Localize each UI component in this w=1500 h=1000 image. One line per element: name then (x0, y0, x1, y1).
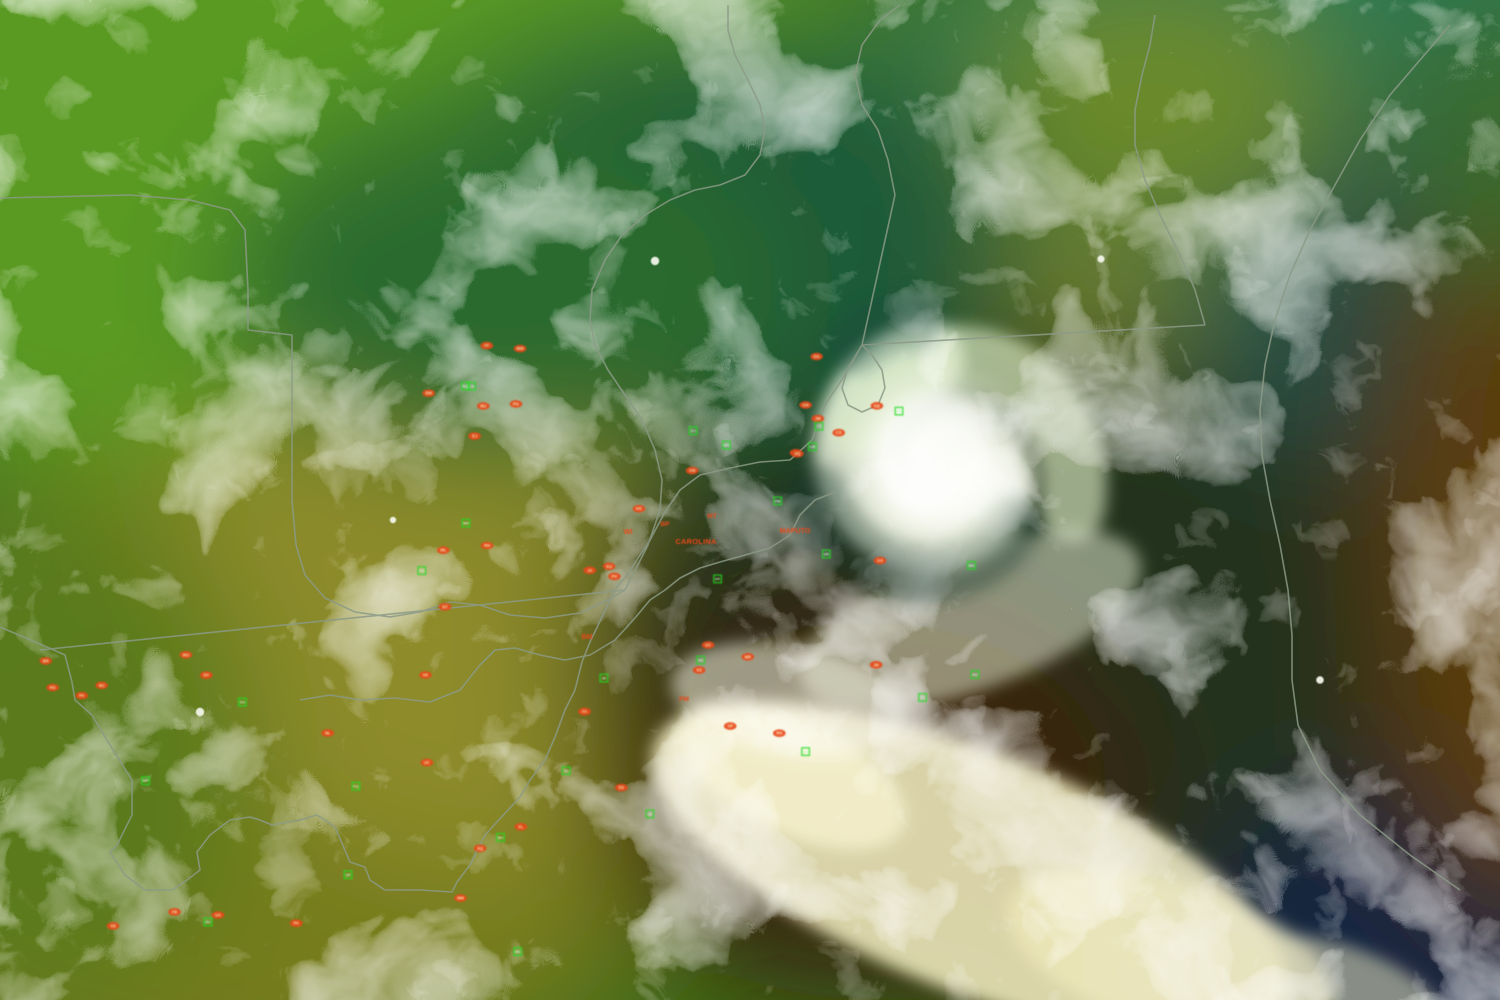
svg-text:BP: BP (660, 521, 670, 528)
svg-text:WI: WI (624, 529, 633, 536)
svg-text:CAROLINA: CAROLINA (675, 537, 717, 546)
svg-text:MAPUTO: MAPUTO (780, 528, 811, 535)
svg-text:PM: PM (679, 696, 689, 703)
svg-text:MT: MT (707, 513, 716, 520)
svg-text:BM: BM (582, 634, 593, 641)
